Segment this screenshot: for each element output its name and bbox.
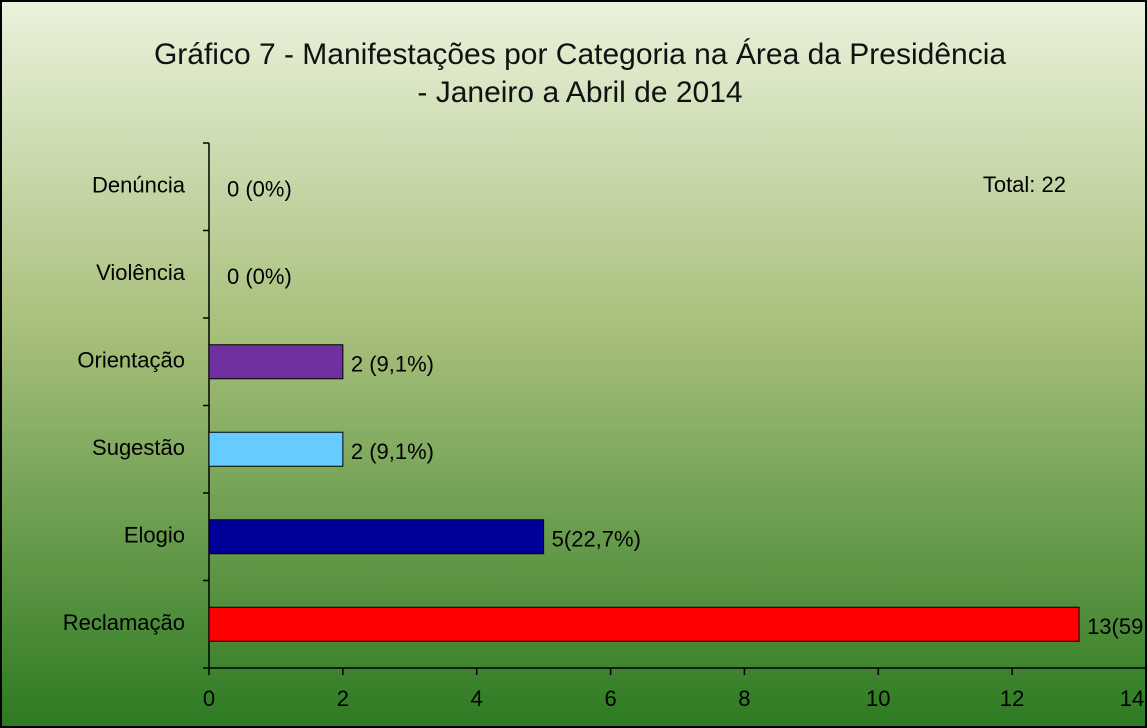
x-tick-label: 12 <box>1000 686 1024 711</box>
y-tick-label: Orientação <box>77 348 185 373</box>
x-tick-label: 14 <box>1120 686 1144 711</box>
value-label: 0 (0%) <box>227 264 292 289</box>
y-tick-label: Violência <box>96 260 186 285</box>
value-label: 2 (9,1%) <box>351 439 434 464</box>
x-tick-label: 10 <box>866 686 890 711</box>
chart-title: Gráfico 7 - Manifestações por Categoria … <box>153 38 1007 109</box>
y-tick-label: Elogio <box>124 523 185 548</box>
x-tick-label: 0 <box>203 686 215 711</box>
value-label: 5(22,7%) <box>552 527 641 552</box>
y-tick-label: Reclamação <box>63 610 185 635</box>
bar <box>208 606 1080 642</box>
bar <box>208 519 545 555</box>
value-label: 0 (0%) <box>227 177 292 202</box>
bar <box>208 431 344 467</box>
annotation: Total: 22 <box>983 172 1066 197</box>
x-tick-label: 4 <box>471 686 483 711</box>
value-label: 2 (9,1%) <box>351 352 434 377</box>
x-tick-label: 6 <box>604 686 616 711</box>
x-tick-label: 2 <box>337 686 349 711</box>
x-tick-label: 8 <box>738 686 750 711</box>
y-tick-label: Sugestão <box>92 435 185 460</box>
y-tick-label: Denúncia <box>92 173 186 198</box>
value-label: 13(59,1% <box>1087 614 1147 639</box>
bar <box>208 344 344 380</box>
